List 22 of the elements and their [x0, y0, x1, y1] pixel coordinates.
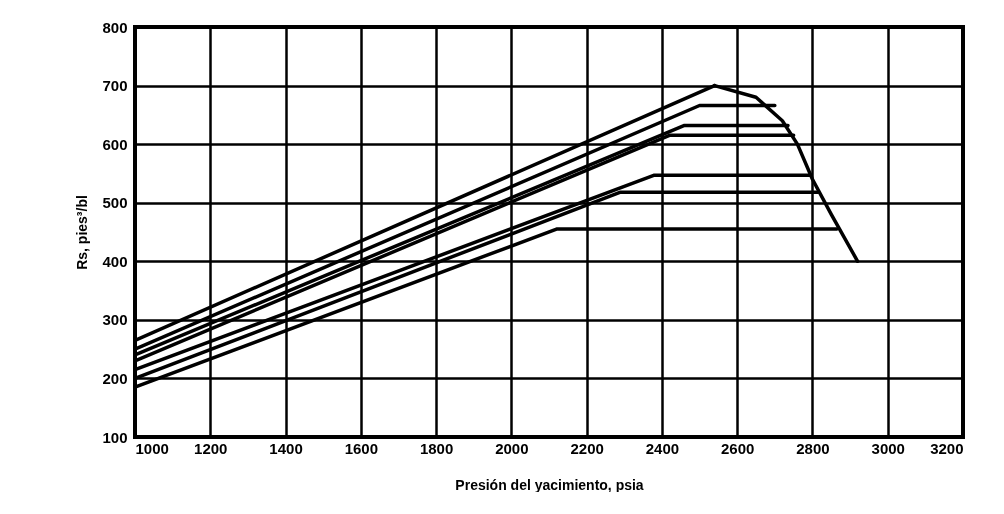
- x-tick-label: 2800: [796, 439, 830, 457]
- y-tick-label: 500: [102, 194, 128, 212]
- y-axis-title: Rs, pies³/bl: [74, 195, 91, 270]
- x-tick-label: 1800: [419, 439, 454, 457]
- x-tick-label: 1200: [194, 439, 228, 457]
- y-tick-label: 300: [102, 311, 128, 329]
- x-tick-label: 3000: [871, 439, 905, 457]
- x-tick-label: 2600: [720, 439, 755, 457]
- x-tick-label: 2200: [570, 439, 604, 457]
- y-tick-label: 200: [102, 369, 128, 387]
- y-tick-label: 600: [102, 135, 128, 153]
- y-tick-label: 700: [102, 77, 128, 95]
- x-tick-label: 1400: [269, 439, 303, 457]
- y-tick-label: 800: [102, 18, 128, 36]
- y-tick-label: 400: [102, 252, 128, 270]
- x-tick-label: 1600: [344, 439, 379, 457]
- x-tick-label: 3200: [930, 439, 964, 457]
- y-tick-label: 100: [102, 428, 128, 446]
- x-tick-label: 2000: [495, 439, 529, 457]
- x-axis-title: Presión del yacimiento, psia: [455, 476, 644, 493]
- x-tick-label: 2400: [645, 439, 680, 457]
- x-tick-label: 1000: [135, 439, 169, 457]
